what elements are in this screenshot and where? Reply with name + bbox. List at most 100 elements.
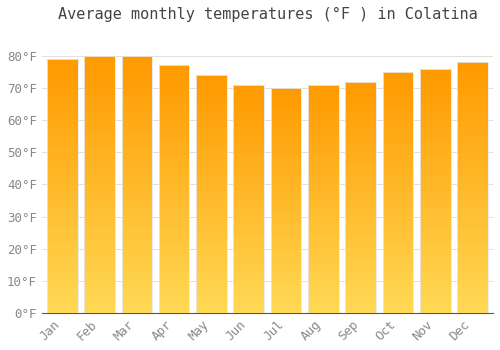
Bar xyxy=(346,258,376,262)
Bar xyxy=(458,193,488,198)
Bar xyxy=(159,179,190,184)
Bar xyxy=(420,157,450,162)
Bar xyxy=(308,212,338,217)
Bar xyxy=(122,76,152,82)
Bar xyxy=(308,258,338,263)
Bar xyxy=(196,308,227,313)
Bar xyxy=(308,217,338,222)
Bar xyxy=(84,251,115,257)
Bar xyxy=(196,75,227,313)
Bar xyxy=(271,187,302,191)
Bar xyxy=(420,240,450,245)
Bar xyxy=(308,290,338,295)
Bar xyxy=(159,268,190,273)
Bar xyxy=(84,277,115,282)
Bar xyxy=(159,75,190,80)
Bar xyxy=(234,226,264,231)
Bar xyxy=(47,257,78,262)
Bar xyxy=(122,148,152,154)
Bar xyxy=(382,168,413,173)
Bar xyxy=(271,155,302,160)
Bar xyxy=(420,269,450,274)
Bar xyxy=(382,222,413,226)
Bar xyxy=(458,147,488,153)
Title: Average monthly temperatures (°F ) in Colatina: Average monthly temperatures (°F ) in Co… xyxy=(58,7,478,22)
Bar xyxy=(47,110,78,115)
Bar xyxy=(271,228,302,232)
Bar xyxy=(122,303,152,308)
Bar xyxy=(271,264,302,268)
Bar xyxy=(420,122,450,127)
Bar xyxy=(458,288,488,293)
Bar xyxy=(196,156,227,161)
Bar xyxy=(47,140,78,145)
Bar xyxy=(196,161,227,166)
Bar xyxy=(196,232,227,237)
Bar xyxy=(47,298,78,303)
Bar xyxy=(420,279,450,284)
Bar xyxy=(234,144,264,149)
Bar xyxy=(420,137,450,142)
Bar xyxy=(122,154,152,159)
Bar xyxy=(234,85,264,313)
Bar xyxy=(234,85,264,313)
Bar xyxy=(122,179,152,184)
Bar xyxy=(47,232,78,237)
Bar xyxy=(196,113,227,118)
Bar xyxy=(122,241,152,246)
Bar xyxy=(420,205,450,210)
Bar xyxy=(458,183,488,188)
Bar xyxy=(346,169,376,174)
Bar xyxy=(308,112,338,117)
Bar xyxy=(84,97,115,102)
Bar xyxy=(196,175,227,180)
Bar xyxy=(122,102,152,107)
Bar xyxy=(308,295,338,299)
Bar xyxy=(47,150,78,155)
Bar xyxy=(271,273,302,277)
Bar xyxy=(47,94,78,100)
Bar xyxy=(47,161,78,166)
Bar xyxy=(234,254,264,258)
Bar xyxy=(196,204,227,208)
Bar xyxy=(159,278,190,284)
Bar xyxy=(122,287,152,293)
Bar xyxy=(159,169,190,174)
Bar xyxy=(234,263,264,267)
Bar xyxy=(420,69,450,74)
Bar xyxy=(47,303,78,308)
Bar xyxy=(420,186,450,191)
Bar xyxy=(458,168,488,173)
Bar xyxy=(382,284,413,289)
Bar xyxy=(47,64,78,69)
Bar xyxy=(159,174,190,179)
Bar xyxy=(122,61,152,66)
Bar xyxy=(420,191,450,196)
Bar xyxy=(122,293,152,297)
Bar xyxy=(458,293,488,298)
Bar xyxy=(308,267,338,272)
Bar xyxy=(159,273,190,278)
Bar xyxy=(196,132,227,137)
Bar xyxy=(84,123,115,128)
Bar xyxy=(346,86,376,91)
Bar xyxy=(234,240,264,245)
Bar xyxy=(382,106,413,111)
Bar xyxy=(122,138,152,143)
Bar xyxy=(458,138,488,142)
Bar xyxy=(420,162,450,167)
Bar xyxy=(234,217,264,222)
Bar xyxy=(84,184,115,190)
Bar xyxy=(271,281,302,286)
Bar xyxy=(234,286,264,290)
Bar xyxy=(382,231,413,236)
Bar xyxy=(420,98,450,103)
Bar xyxy=(382,241,413,246)
Bar xyxy=(234,98,264,103)
Bar xyxy=(122,282,152,287)
Bar xyxy=(382,159,413,163)
Bar xyxy=(382,197,413,202)
Bar xyxy=(346,96,376,100)
Bar xyxy=(234,181,264,185)
Bar xyxy=(346,197,376,202)
